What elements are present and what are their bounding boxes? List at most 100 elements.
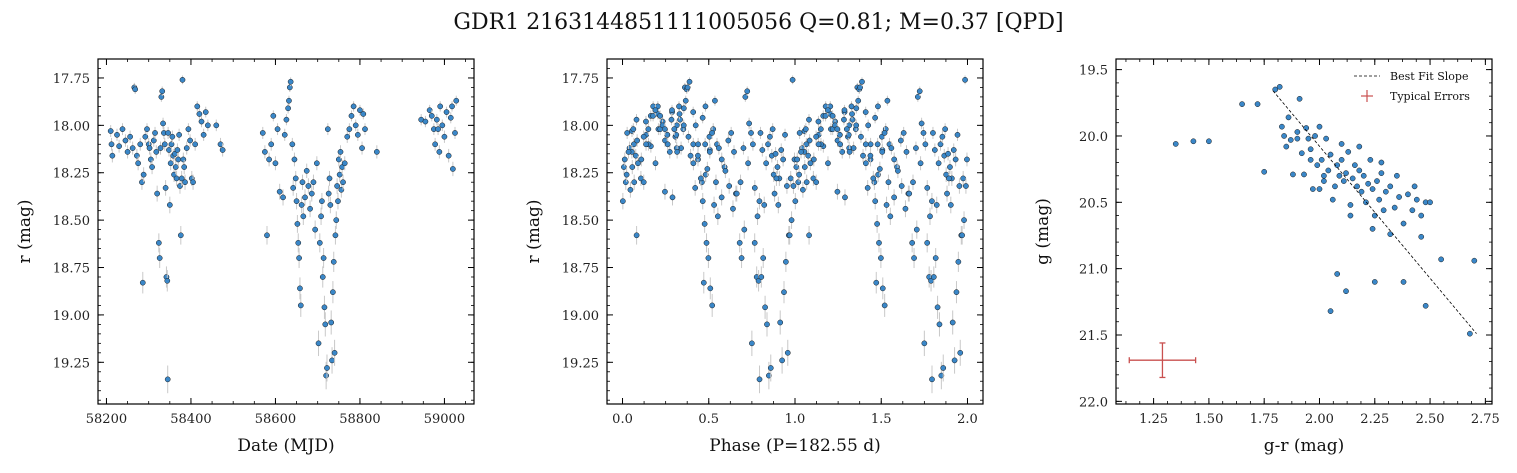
data-point <box>730 205 736 212</box>
data-point <box>774 164 781 170</box>
data-point <box>860 152 866 159</box>
data-point <box>280 194 286 201</box>
data-point <box>716 145 722 151</box>
panel-2-x-tick-label: 2.50 <box>1416 412 1445 427</box>
data-point <box>154 190 160 197</box>
data-point <box>1380 207 1387 214</box>
data-point <box>680 122 687 129</box>
data-point <box>1391 204 1398 211</box>
data-point <box>961 217 967 223</box>
data-point <box>777 319 784 326</box>
data-point <box>294 221 301 227</box>
data-point <box>452 130 458 136</box>
data-point <box>891 194 897 201</box>
data-point <box>302 194 308 201</box>
data-point <box>166 202 173 208</box>
data-point <box>897 137 904 144</box>
data-point <box>916 88 923 95</box>
data-point <box>168 141 175 148</box>
data-point <box>1394 172 1400 179</box>
data-point <box>1316 186 1323 192</box>
data-point <box>673 131 680 138</box>
data-point <box>940 365 947 371</box>
data-point <box>292 175 299 182</box>
data-point <box>127 133 133 140</box>
data-point <box>680 105 687 112</box>
data-point <box>699 114 706 121</box>
data-point <box>887 213 894 220</box>
data-point <box>657 113 663 119</box>
data-point <box>447 114 454 121</box>
data-point <box>898 183 905 189</box>
data-point <box>1356 167 1363 174</box>
data-point <box>1327 308 1334 314</box>
data-point <box>1336 172 1343 179</box>
legend-entry-best-fit: Best Fit Slope <box>1390 70 1468 83</box>
data-point <box>1405 191 1411 198</box>
data-point <box>1321 178 1327 184</box>
data-point <box>1290 171 1296 178</box>
data-point <box>930 274 937 280</box>
data-point <box>839 149 846 155</box>
data-point <box>695 141 701 148</box>
data-point <box>192 141 199 148</box>
data-point <box>842 194 848 201</box>
data-point <box>736 240 743 246</box>
data-point <box>161 141 168 148</box>
data-point <box>213 122 220 129</box>
data-point <box>813 179 820 186</box>
panel-1-y-tick-label: 18.25 <box>562 167 599 182</box>
data-point <box>155 240 162 246</box>
data-point <box>270 113 277 119</box>
panel-0-y-tick-label: 18.50 <box>53 214 90 229</box>
data-point <box>1283 143 1290 150</box>
data-point <box>763 160 769 167</box>
data-point <box>849 111 855 117</box>
data-point <box>744 88 751 95</box>
data-point <box>437 103 444 110</box>
data-point <box>687 152 694 159</box>
data-point <box>158 94 165 100</box>
data-point <box>758 274 765 280</box>
data-point <box>864 185 871 191</box>
data-point <box>276 188 283 195</box>
data-point <box>931 147 938 153</box>
data-point <box>951 357 958 364</box>
data-point <box>1254 101 1261 107</box>
data-point <box>806 232 812 239</box>
data-point <box>174 147 181 153</box>
data-point <box>750 141 756 148</box>
data-point <box>685 133 692 140</box>
data-point <box>299 179 306 186</box>
data-point <box>954 131 961 138</box>
data-point <box>1190 138 1197 145</box>
data-point <box>910 179 916 186</box>
data-point <box>913 226 920 233</box>
data-point <box>1400 220 1407 227</box>
data-point <box>920 130 927 136</box>
data-point <box>879 149 886 155</box>
data-point <box>156 255 163 261</box>
data-point <box>1418 233 1425 240</box>
data-point <box>1371 279 1378 285</box>
data-point <box>1352 162 1358 169</box>
data-point <box>942 126 948 132</box>
data-point <box>132 86 139 93</box>
data-point <box>913 145 919 151</box>
data-point <box>932 255 939 261</box>
data-point <box>756 198 763 205</box>
data-point <box>711 202 717 208</box>
data-point <box>167 160 174 167</box>
data-point <box>169 133 176 140</box>
data-point <box>109 152 116 159</box>
data-point <box>194 103 201 110</box>
data-point <box>1281 133 1287 139</box>
data-point <box>146 145 153 151</box>
data-point <box>760 255 767 261</box>
data-point <box>433 116 440 123</box>
data-point <box>786 232 793 239</box>
data-point <box>1369 186 1376 192</box>
data-point <box>1418 212 1425 219</box>
data-point <box>1276 84 1283 90</box>
data-point <box>360 111 367 117</box>
